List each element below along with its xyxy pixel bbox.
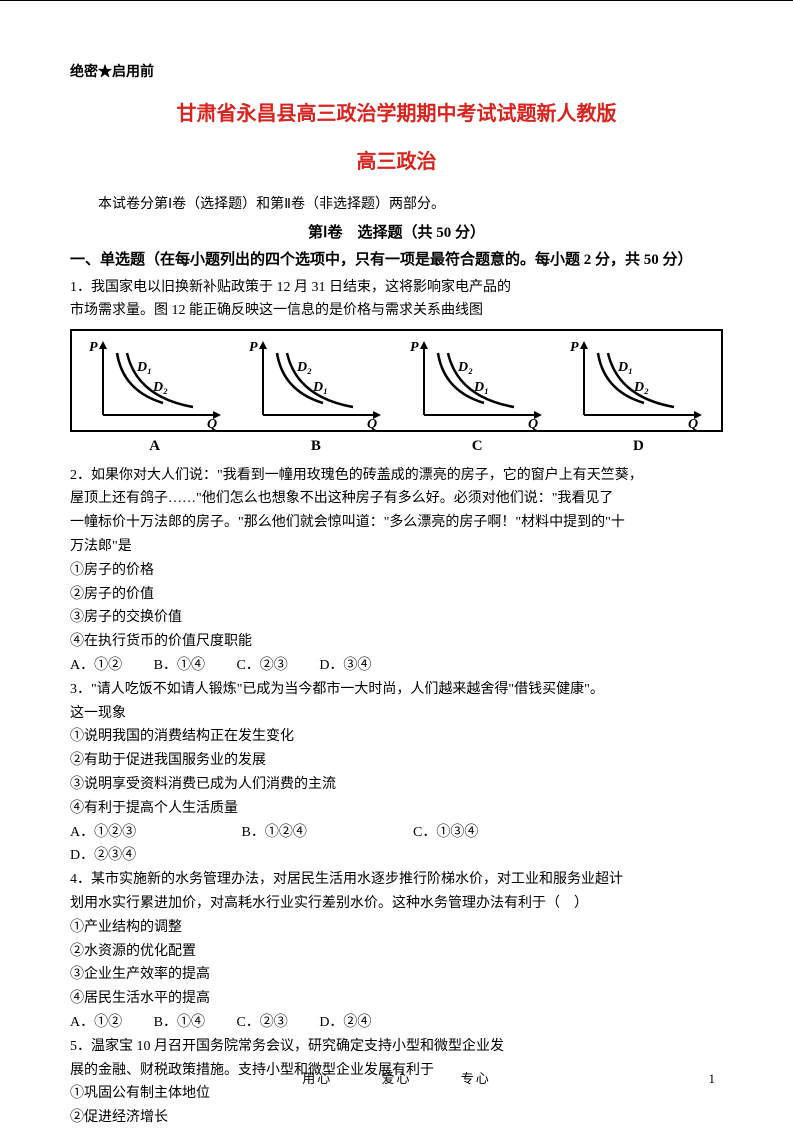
q2-opt2: ②房子的价值: [70, 583, 723, 607]
q4-choices: A．①② B．①④ C．②③ D．②④: [70, 1011, 723, 1035]
footer-word-2: 爱心: [381, 1071, 411, 1086]
q2-choices: A．①② B．①④ C．②③ D．③④: [70, 654, 723, 678]
exam-title-sub: 高三政治: [70, 145, 723, 179]
exam-page: 绝密★启用前 甘肃省永昌县高三政治学期期中考试试题新人教版 高三政治 本试卷分第…: [0, 0, 793, 1122]
q5-line1: 5．温家宝 10 月召开国务院常务会议，研究确定支持小型和微型企业发: [70, 1035, 723, 1059]
page-number: 1: [709, 1068, 716, 1090]
svg-text:P: P: [410, 340, 419, 355]
svg-text:D₁: D₁: [473, 380, 489, 395]
footer-word-3: 专心: [461, 1071, 491, 1086]
axis-q-label: Q: [207, 417, 217, 430]
chart-label-a: A: [74, 434, 235, 460]
chart-panel-a: P Q D₁ D₂: [76, 335, 236, 430]
q2-line4: 万法郎"是: [70, 535, 723, 559]
section-heading: 第Ⅰ卷 选择题（共 50 分）: [70, 221, 723, 247]
svg-text:P: P: [249, 340, 258, 355]
demand-curve-charts: P Q D₁ D₂ P Q D₂ D₁: [70, 329, 723, 432]
q2-opt4: ④在执行货币的价值尺度职能: [70, 630, 723, 654]
q3-opt1: ①说明我国的消费结构正在发生变化: [70, 725, 723, 749]
footer-word-1: 用心: [302, 1071, 332, 1086]
q3-choice-d: D．②③④: [70, 844, 210, 868]
chart-c-svg: P Q D₂ D₁: [402, 335, 552, 430]
q4-line1: 4．某市实施新的水务管理办法，对居民生活用水逐步推行阶梯水价，对工业和服务业超计: [70, 868, 723, 892]
chart-b-svg: P Q D₂ D₁: [241, 335, 391, 430]
axis-p-label: P: [89, 340, 98, 355]
chart-label-b: B: [235, 434, 396, 460]
svg-text:Q: Q: [528, 417, 538, 430]
q2-opt3: ③房子的交换价值: [70, 606, 723, 630]
q2-line1: 2．如果你对大人们说："我看到一幢用玫瑰色的砖盖成的漂亮的房子，它的窗户上有天竺…: [70, 464, 723, 488]
q2-choice-d: D．③④: [319, 654, 371, 678]
svg-text:P: P: [570, 340, 579, 355]
q4-choice-a: A．①②: [70, 1011, 122, 1035]
q3-choice-a: A．①②③: [70, 821, 210, 845]
q3-choice-b: B．①②④: [242, 821, 382, 845]
exam-intro: 本试卷分第Ⅰ卷（选择题）和第Ⅱ卷（非选择题）两部分。: [70, 193, 723, 217]
q2-opt1: ①房子的价格: [70, 559, 723, 583]
q2-choice-c: C．②③: [236, 654, 287, 678]
q4-opt2: ②水资源的优化配置: [70, 940, 723, 964]
q3-line2: 这一现象: [70, 702, 723, 726]
chart-a-svg: P Q D₁ D₂: [81, 335, 231, 430]
q3-choices: A．①②③ B．①②④ C．①③④ D．②③④: [70, 821, 723, 869]
q2-choice-b: B．①④: [154, 654, 205, 678]
svg-text:D₁: D₁: [617, 360, 633, 375]
chart-labels: A B C D: [70, 434, 723, 460]
svg-text:D₁: D₁: [312, 380, 328, 395]
chart-panel-c: P Q D₂ D₁: [397, 335, 557, 430]
q4-opt3: ③企业生产效率的提高: [70, 963, 723, 987]
q2-line2: 屋顶上还有鸽子……"他们怎么也想象不出这种房子有多么好。必须对他们说："我看见了: [70, 487, 723, 511]
q4-line2: 划用水实行累进加价，对高耗水行业实行差别水价。这种水务管理办法有利于（ ）: [70, 892, 723, 916]
q1-line2: 市场需求量。图 12 能正确反映这一信息的是价格与需求关系曲线图: [70, 299, 723, 323]
q4-choice-b: B．①④: [154, 1011, 205, 1035]
question-3: 3．"请人吃饭不如请人锻炼"已成为当今都市一大时尚，人们越来越舍得"借钱买健康"…: [70, 678, 723, 868]
q3-choice-c: C．①③④: [413, 821, 553, 845]
q3-opt4: ④有利于提高个人生活质量: [70, 797, 723, 821]
page-footer: 用心 爱心 专心 1: [0, 1068, 793, 1090]
question-2: 2．如果你对大人们说："我看到一幢用玫瑰色的砖盖成的漂亮的房子，它的窗户上有天竺…: [70, 464, 723, 678]
question-4: 4．某市实施新的水务管理办法，对居民生活用水逐步推行阶梯水价，对工业和服务业超计…: [70, 868, 723, 1035]
chart-d-svg: P Q D₁ D₂: [562, 335, 712, 430]
chart-label-c: C: [397, 434, 558, 460]
q3-line1: 3．"请人吃饭不如请人锻炼"已成为当今都市一大时尚，人们越来越舍得"借钱买健康"…: [70, 678, 723, 702]
svg-text:Q: Q: [367, 417, 377, 430]
svg-text:D₂: D₂: [633, 380, 649, 395]
chart-panel-d: P Q D₁ D₂: [557, 335, 717, 430]
q1-line1: 1．我国家电以旧换新补贴政策于 12 月 31 日结束，这将影响家电产品的: [70, 276, 723, 300]
q4-opt4: ④居民生活水平的提高: [70, 987, 723, 1011]
chart-label-d: D: [558, 434, 719, 460]
exam-title-main: 甘肃省永昌县高三政治学期期中考试试题新人教版: [70, 97, 723, 131]
curve-d2-label: D₂: [152, 380, 168, 395]
svg-text:D₂: D₂: [296, 360, 312, 375]
q3-opt3: ③说明享受资料消费已成为人们消费的主流: [70, 773, 723, 797]
q4-opt1: ①产业结构的调整: [70, 916, 723, 940]
q4-choice-d: D．②④: [319, 1011, 371, 1035]
chart-panel-b: P Q D₂ D₁: [236, 335, 396, 430]
secrecy-label: 绝密★启用前: [70, 61, 723, 85]
svg-text:D₂: D₂: [457, 360, 473, 375]
section-instruction: 一、单选题（在每小题列出的四个选项中，只有一项是最符合题意的。每小题 2 分，共…: [70, 248, 723, 274]
q5-opt2: ②促进经济增长: [70, 1106, 723, 1130]
q4-choice-c: C．②③: [236, 1011, 287, 1035]
footer-center: 用心 爱心 专心: [0, 1068, 793, 1090]
q2-choice-a: A．①②: [70, 654, 122, 678]
svg-text:Q: Q: [688, 417, 698, 430]
question-1: 1．我国家电以旧换新补贴政策于 12 月 31 日结束，这将影响家电产品的 市场…: [70, 276, 723, 324]
q3-opt2: ②有助于促进我国服务业的发展: [70, 749, 723, 773]
curve-d1-label: D₁: [136, 360, 152, 375]
q2-line3: 一幢标价十万法郎的房子。"那么他们就会惊叫道："多么漂亮的房子啊！"材料中提到的…: [70, 511, 723, 535]
